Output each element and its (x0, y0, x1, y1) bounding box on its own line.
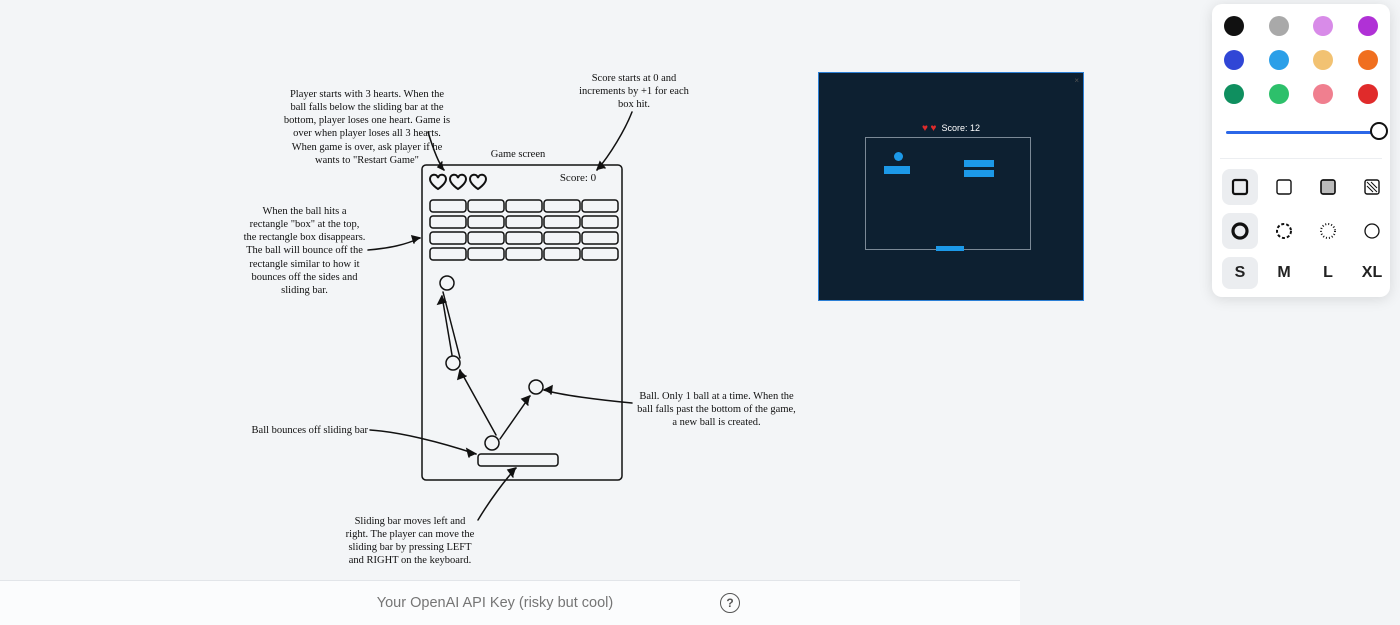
game-paddle (936, 246, 964, 251)
help-icon[interactable]: ? (720, 593, 740, 613)
game-brick (964, 170, 994, 177)
size-S[interactable]: S (1222, 257, 1258, 289)
color-swatch[interactable] (1358, 50, 1378, 70)
color-swatch[interactable] (1224, 16, 1244, 36)
sketch-score-label: Score: 0 (548, 172, 608, 186)
color-swatch[interactable] (1269, 84, 1289, 104)
stroke-dotted-ring[interactable] (1310, 213, 1346, 249)
size-grid: SMLXL (1222, 257, 1380, 289)
slider-track (1226, 131, 1376, 134)
game-score-text: Score: 12 (941, 123, 980, 133)
sketch-svg (240, 70, 805, 590)
fill-solid[interactable] (1222, 169, 1258, 205)
color-swatch[interactable] (1313, 84, 1333, 104)
game-brick (884, 166, 910, 174)
heart-icon: ♥ (930, 123, 936, 134)
game-hud: ♥ ♥ Score: 12 (819, 123, 1083, 134)
canvas-area[interactable]: Player starts with 3 hearts. When the ba… (0, 0, 1210, 625)
color-swatch[interactable] (1224, 50, 1244, 70)
panel-divider (1220, 158, 1382, 159)
heart-icon: ♥ (922, 123, 928, 134)
stroke-thick-ring[interactable] (1222, 213, 1258, 249)
stroke-thin-ring[interactable] (1354, 213, 1390, 249)
slider-thumb[interactable] (1370, 122, 1388, 140)
footer-bar: ? (0, 580, 1020, 625)
game-preview[interactable]: × ♥ ♥ Score: 12 (818, 72, 1084, 301)
color-swatch[interactable] (1313, 16, 1333, 36)
game-ball (894, 152, 903, 161)
sketch-drawing[interactable]: Player starts with 3 hearts. When the ba… (240, 70, 805, 580)
fill-shaded[interactable] (1310, 169, 1346, 205)
size-XL[interactable]: XL (1354, 257, 1390, 289)
game-brick (964, 160, 994, 167)
opacity-slider[interactable] (1224, 120, 1378, 144)
color-swatch[interactable] (1358, 84, 1378, 104)
fill-grid (1222, 169, 1380, 205)
fill-outline[interactable] (1266, 169, 1302, 205)
game-field (865, 137, 1031, 250)
stroke-grid (1222, 213, 1380, 249)
close-icon[interactable]: × (1074, 76, 1079, 85)
color-swatch[interactable] (1313, 50, 1333, 70)
color-swatch[interactable] (1269, 16, 1289, 36)
color-swatch[interactable] (1269, 50, 1289, 70)
fill-pattern[interactable] (1354, 169, 1390, 205)
color-swatch[interactable] (1224, 84, 1244, 104)
style-panel: SMLXL (1212, 4, 1390, 297)
size-M[interactable]: M (1266, 257, 1302, 289)
size-L[interactable]: L (1310, 257, 1346, 289)
color-swatch[interactable] (1358, 16, 1378, 36)
color-grid (1222, 16, 1380, 104)
api-key-input[interactable] (280, 588, 710, 618)
stroke-dashed-ring[interactable] (1266, 213, 1302, 249)
